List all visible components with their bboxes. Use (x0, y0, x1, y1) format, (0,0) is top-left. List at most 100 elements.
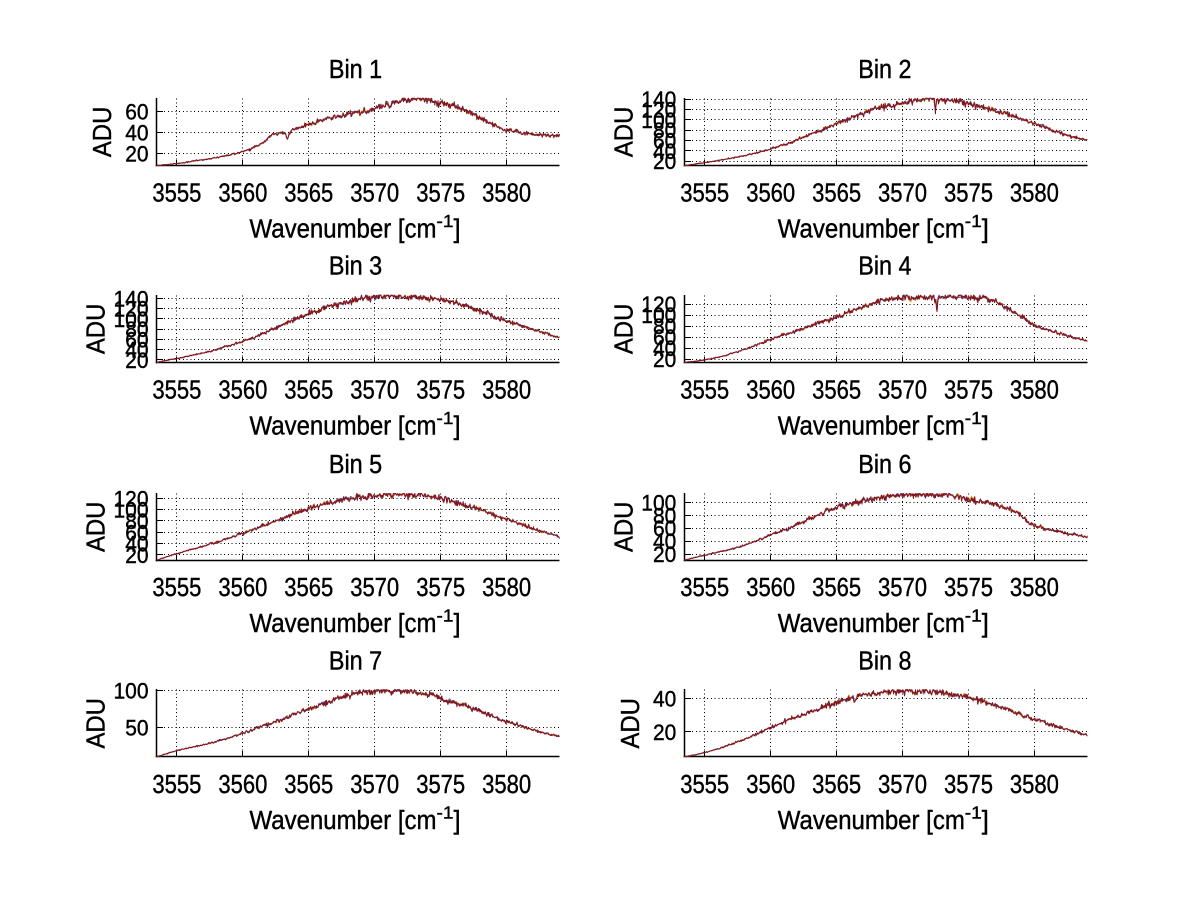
svg-text:20: 20 (653, 542, 676, 567)
svg-text:40: 40 (653, 139, 676, 164)
svg-text:80: 80 (653, 503, 676, 528)
svg-text:20: 20 (125, 543, 148, 568)
svg-text:3560: 3560 (218, 574, 267, 602)
svg-text:50: 50 (125, 715, 148, 740)
svg-text:Bin 5: Bin 5 (329, 451, 382, 479)
svg-text:3560: 3560 (746, 377, 795, 405)
svg-text:3565: 3565 (284, 180, 333, 208)
svg-text:60: 60 (653, 516, 676, 541)
svg-text:3570: 3570 (878, 180, 927, 208)
svg-text:3570: 3570 (878, 771, 927, 799)
svg-text:-1: -1 (965, 408, 982, 428)
svg-text:100: 100 (114, 307, 149, 332)
svg-text:20: 20 (125, 141, 148, 166)
svg-text:100: 100 (641, 108, 676, 133)
svg-text:-1: -1 (965, 803, 982, 823)
svg-text:3570: 3570 (350, 377, 399, 405)
svg-text:ADU: ADU (83, 698, 111, 749)
svg-text:3555: 3555 (680, 377, 729, 405)
svg-text:3570: 3570 (350, 574, 399, 602)
svg-text:3575: 3575 (944, 771, 993, 799)
svg-text:3555: 3555 (152, 574, 201, 602)
svg-text:ADU: ADU (610, 304, 638, 355)
svg-text:120: 120 (641, 98, 676, 123)
svg-text:60: 60 (653, 129, 676, 154)
svg-text:20: 20 (653, 720, 676, 745)
svg-text:80: 80 (653, 314, 676, 339)
svg-text:ADU: ADU (89, 107, 117, 158)
svg-text:Wavenumber [cm: Wavenumber [cm (250, 216, 437, 244)
svg-text:120: 120 (114, 486, 149, 511)
svg-text:3555: 3555 (152, 377, 201, 405)
svg-text:3565: 3565 (284, 771, 333, 799)
svg-text:Bin 2: Bin 2 (858, 56, 911, 84)
svg-text:3565: 3565 (812, 771, 861, 799)
svg-text:3570: 3570 (878, 377, 927, 405)
svg-text:60: 60 (653, 325, 676, 350)
svg-text:3560: 3560 (746, 771, 795, 799)
svg-text:Wavenumber [cm: Wavenumber [cm (250, 610, 437, 638)
svg-text:-1: -1 (965, 606, 982, 626)
svg-text:3580: 3580 (482, 574, 531, 602)
svg-text:Bin 8: Bin 8 (858, 647, 911, 675)
svg-text:120: 120 (114, 297, 149, 322)
svg-text:3575: 3575 (416, 180, 465, 208)
svg-text:Bin 1: Bin 1 (329, 56, 382, 84)
svg-text:3560: 3560 (218, 180, 267, 208)
svg-text:3575: 3575 (416, 574, 465, 602)
svg-text:3580: 3580 (1010, 377, 1059, 405)
svg-text:60: 60 (125, 99, 148, 124)
svg-text:-1: -1 (437, 606, 454, 626)
svg-text:120: 120 (641, 292, 676, 317)
svg-text:Wavenumber [cm: Wavenumber [cm (778, 216, 965, 244)
svg-text:3555: 3555 (680, 180, 729, 208)
svg-text:40: 40 (653, 336, 676, 361)
svg-text:]: ] (982, 807, 989, 835)
svg-text:]: ] (982, 413, 989, 441)
svg-text:3555: 3555 (152, 771, 201, 799)
svg-text:ADU: ADU (610, 502, 638, 553)
svg-text:20: 20 (653, 149, 676, 174)
svg-text:3555: 3555 (680, 771, 729, 799)
svg-text:3560: 3560 (218, 377, 267, 405)
svg-text:]: ] (454, 807, 461, 835)
svg-text:3575: 3575 (944, 377, 993, 405)
svg-text:40: 40 (125, 338, 148, 363)
svg-text:ADU: ADU (83, 304, 111, 355)
svg-text:3565: 3565 (284, 574, 333, 602)
svg-text:3570: 3570 (878, 574, 927, 602)
svg-text:40: 40 (653, 687, 676, 712)
svg-text:Wavenumber [cm: Wavenumber [cm (250, 413, 437, 441)
svg-text:3565: 3565 (812, 180, 861, 208)
svg-text:-1: -1 (437, 803, 454, 823)
svg-text:3560: 3560 (746, 574, 795, 602)
svg-text:100: 100 (114, 679, 149, 704)
svg-text:]: ] (454, 610, 461, 638)
svg-text:3580: 3580 (1010, 771, 1059, 799)
svg-text:3560: 3560 (746, 180, 795, 208)
svg-text:ADU: ADU (610, 107, 638, 158)
svg-text:-1: -1 (437, 408, 454, 428)
svg-text:3580: 3580 (482, 377, 531, 405)
svg-text:3565: 3565 (812, 574, 861, 602)
svg-text:3575: 3575 (416, 377, 465, 405)
svg-text:40: 40 (125, 120, 148, 145)
svg-text:3555: 3555 (152, 180, 201, 208)
svg-text:]: ] (982, 610, 989, 638)
svg-text:3575: 3575 (416, 771, 465, 799)
svg-text:3580: 3580 (482, 180, 531, 208)
svg-text:20: 20 (653, 347, 676, 372)
svg-text:3555: 3555 (680, 574, 729, 602)
svg-text:Wavenumber [cm: Wavenumber [cm (778, 610, 965, 638)
svg-text:Bin 3: Bin 3 (329, 253, 382, 281)
svg-text:40: 40 (125, 532, 148, 557)
svg-text:3580: 3580 (482, 771, 531, 799)
svg-text:Wavenumber [cm: Wavenumber [cm (778, 807, 965, 835)
svg-text:Wavenumber [cm: Wavenumber [cm (250, 807, 437, 835)
svg-text:3565: 3565 (284, 377, 333, 405)
svg-text:20: 20 (125, 348, 148, 373)
svg-text:40: 40 (653, 529, 676, 554)
svg-text:3575: 3575 (944, 180, 993, 208)
svg-text:Bin 7: Bin 7 (329, 647, 382, 675)
svg-text:3565: 3565 (812, 377, 861, 405)
